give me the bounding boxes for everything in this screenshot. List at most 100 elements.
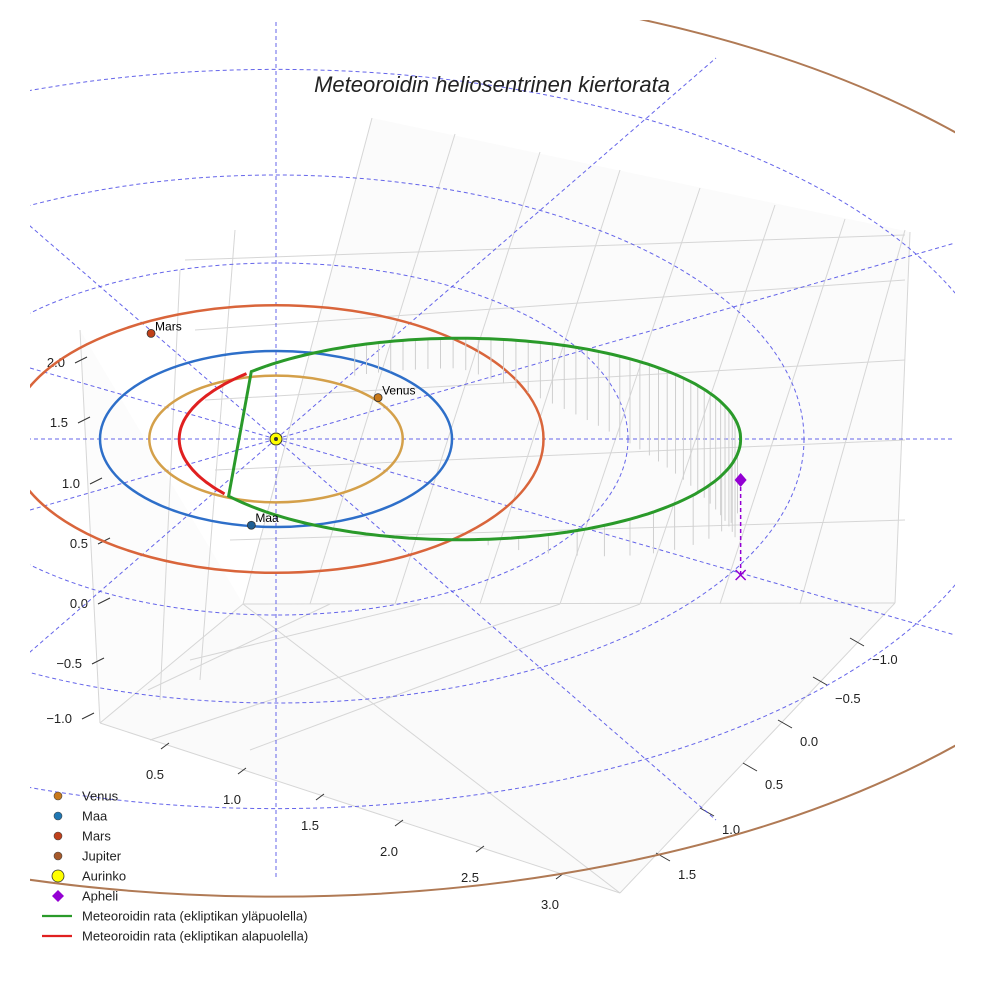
grid-line: [242, 602, 896, 605]
axis-ticks: 2.01.51.00.50.0−0.5−1.00.51.01.52.02.53.…: [46, 355, 897, 912]
ecliptic-radial: [30, 225, 277, 440]
grid-line: [894, 231, 911, 604]
z-tick-mark: [97, 597, 111, 605]
z-tick-label: 1.5: [50, 415, 68, 430]
legend-dot: [53, 791, 63, 801]
z-tick-label: −0.5: [56, 656, 82, 671]
apheli-cross: [735, 569, 747, 581]
grid-line: [147, 603, 331, 691]
grid-line: [799, 229, 906, 605]
legend-dot: [53, 851, 63, 861]
ecliptic-radial: [275, 57, 717, 440]
grid-line: [184, 234, 906, 261]
x-tick-label: 1.5: [301, 818, 319, 833]
legend-label: Aurinko: [82, 869, 126, 884]
y-tick-label: 1.5: [678, 867, 696, 882]
apheli-marker: [734, 473, 747, 487]
legend-label: Meteoroidin rata (ekliptikan yläpuolella…: [82, 909, 307, 924]
planet-maa: [246, 520, 256, 530]
legend-label: Meteoroidin rata (ekliptikan alapuolella…: [82, 929, 308, 944]
grid-line: [242, 603, 621, 894]
z-tick-mark: [77, 416, 91, 424]
x-tick-label: 2.5: [461, 870, 479, 885]
chart-title: Meteoroidin heliosentrinen kiertorata: [314, 72, 670, 97]
grid-line: [249, 603, 641, 751]
legend-diamond: [52, 890, 64, 902]
side-pane: [80, 330, 243, 723]
legend-dot: [53, 811, 63, 821]
y-tick-mark: [742, 762, 758, 772]
orbit-maa: [98, 349, 454, 529]
meteoroid-orbit-above: [226, 336, 743, 542]
legend-label: Maa: [82, 809, 108, 824]
ecliptic-radial: [275, 242, 955, 440]
legend-label: Jupiter: [82, 849, 122, 864]
z-tick-label: 0.5: [70, 536, 88, 551]
grid-line: [619, 602, 896, 894]
planet-label: Maa: [255, 511, 279, 525]
grid-line: [79, 329, 101, 724]
grid-line: [149, 603, 561, 741]
grid-line: [159, 269, 181, 701]
orbit-mars: [30, 304, 545, 574]
x-tick-label: 3.0: [541, 897, 559, 912]
y-tick-label: −0.5: [835, 691, 861, 706]
x-tick-mark: [160, 742, 170, 750]
planet-label: Venus: [382, 384, 415, 398]
ecliptic-radial: [30, 367, 277, 440]
legend: Venus Maa Mars Jupiter Aurinko Apheli Meteoroi…: [42, 789, 308, 944]
legend-label: Mars: [82, 829, 111, 844]
floor-pane: [100, 603, 895, 893]
legend-label: Venus: [82, 789, 119, 804]
grid-line: [639, 204, 776, 605]
x-tick-mark: [237, 767, 247, 775]
orbit-clip-group: Venus Maa Mars: [30, 20, 955, 898]
z-tick-label: −1.0: [46, 711, 72, 726]
grid-line: [214, 439, 906, 471]
z-tick-mark: [74, 356, 88, 364]
grid-line: [189, 603, 421, 661]
x-tick-mark: [475, 845, 485, 853]
orbit-venus: [148, 374, 404, 504]
y-tick-mark: [812, 676, 828, 686]
y-tick-mark: [849, 637, 865, 647]
grid-line: [394, 151, 541, 605]
z-tick-label: 1.0: [62, 476, 80, 491]
y-tick-mark: [777, 719, 793, 729]
sun-core: [274, 437, 278, 441]
grid-line: [199, 229, 236, 681]
planet-venus: [373, 393, 383, 403]
x-tick-mark: [394, 819, 404, 827]
z-tick-mark: [81, 712, 95, 720]
legend-sun: [51, 869, 65, 883]
meteoroid-orbit-below: [177, 372, 248, 496]
grid-lines: [79, 117, 911, 894]
legend-dot: [53, 831, 63, 841]
z-tick-mark: [89, 477, 103, 485]
x-tick-label: 1.0: [223, 792, 241, 807]
grid-line: [242, 117, 373, 605]
x-tick-label: 0.5: [146, 767, 164, 782]
orbit-layer: Venus Maa Mars: [30, 20, 955, 898]
grid-line: [229, 519, 906, 541]
legend-label: Apheli: [82, 889, 118, 904]
planet-label: Mars: [155, 319, 182, 333]
y-tick-label: −1.0: [872, 652, 898, 667]
y-tick-label: 0.0: [800, 734, 818, 749]
grid-line: [194, 279, 906, 331]
y-tick-label: 0.5: [765, 777, 783, 792]
grid-line: [99, 722, 621, 894]
x-tick-label: 2.0: [380, 844, 398, 859]
y-tick-label: 1.0: [722, 822, 740, 837]
z-tick-label: 0.0: [70, 596, 88, 611]
grid-line: [99, 603, 244, 724]
z-tick-mark: [91, 657, 105, 665]
ecliptic-radial: [275, 438, 955, 636]
grid-line: [204, 359, 906, 401]
x-tick-mark: [315, 793, 325, 801]
planet-mars: [146, 328, 156, 338]
orbit-jupiter: [30, 20, 955, 898]
axis-panes: [80, 118, 910, 893]
